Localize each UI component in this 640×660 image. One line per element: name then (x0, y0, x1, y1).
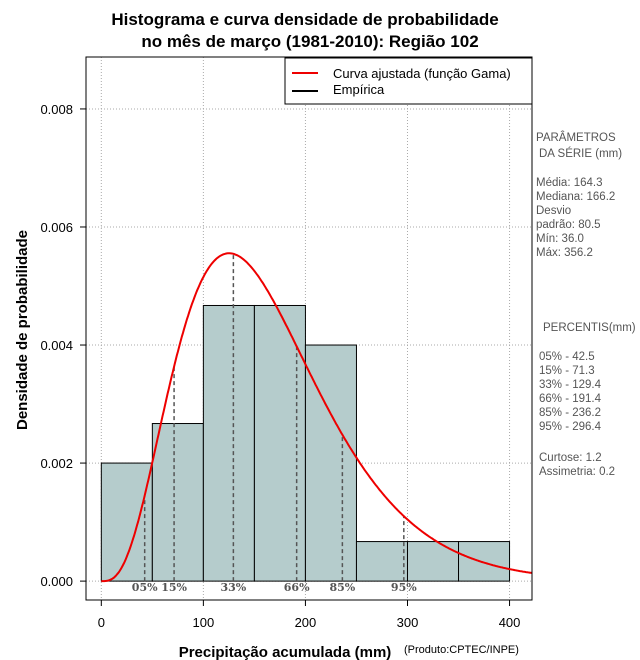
histogram-bar-5 (355, 541, 408, 582)
histogram-bar-1 (151, 423, 204, 582)
y-tick-label-0: 0.000 (40, 574, 73, 589)
param-max: Máx: 356.2 (536, 247, 593, 259)
histogram-bars (100, 304, 511, 582)
x-tick-label-2: 200 (295, 615, 317, 630)
param-mediana: Mediana: 166.2 (536, 191, 615, 203)
percentile-lines (143, 253, 405, 582)
histogram-bar-4 (304, 344, 357, 582)
param-min: Mín: 36.0 (536, 233, 584, 245)
percentile-label-05%: 05% (132, 581, 158, 594)
percentiles-panel: PERCENTIS(mm) 05% - 42.5 15% - 71.3 33% … (539, 322, 636, 478)
y-tick-label-4: 0.008 (40, 102, 73, 117)
chart-title-line1: Histograma e curva densidade de probabil… (111, 10, 498, 29)
x-tick-label-1: 100 (193, 615, 215, 630)
x-tick-label-4: 400 (499, 615, 521, 630)
series-parameters-panel: PARÂMETROS DA SÉRIE (mm) Média: 164.3 Me… (536, 131, 622, 259)
percentil-15: 15% - 71.3 (539, 365, 595, 377)
chart-title-line2: no mês de março (1981-2010): Região 102 (141, 32, 478, 51)
params-title-line1: PARÂMETROS (536, 131, 616, 144)
percentile-label-33%: 33% (220, 581, 246, 594)
y-tick-label-3: 0.006 (40, 220, 73, 235)
histogram-bar-6 (406, 541, 460, 582)
percentile-label-15%: 15% (161, 581, 187, 594)
histogram-bar-2 (202, 304, 255, 582)
params-title-line2: DA SÉRIE (mm) (539, 147, 622, 160)
stat-curtose: Curtose: 1.2 (539, 452, 602, 464)
product-note: (Produto:CPTEC/INPE) (404, 644, 519, 656)
x-tick-label-3: 300 (397, 615, 419, 630)
gamma-curve (101, 252, 533, 583)
stat-assimetria: Assimetria: 0.2 (539, 466, 615, 478)
percentil-33: 33% - 129.4 (539, 379, 602, 391)
legend-label-curve: Curva ajustada (função Gama) (333, 66, 511, 81)
y-tick-label-2: 0.004 (40, 338, 73, 353)
percentile-label-85%: 85% (329, 581, 355, 594)
percentile-labels: 05% 15% 33% 66% 85% 95% (132, 581, 417, 594)
param-media: Média: 164.3 (536, 177, 603, 189)
percentil-95: 95% - 296.4 (539, 421, 602, 433)
percentil-05: 05% - 42.5 (539, 351, 595, 363)
histogram-bar-0 (100, 462, 153, 582)
x-axis-label: Precipitação acumulada (mm) (179, 644, 392, 660)
plot-frame (85, 56, 533, 601)
legend: Curva ajustada (função Gama) Empírica (284, 57, 533, 105)
legend-label-empirical: Empírica (333, 82, 385, 97)
percentile-label-66%: 66% (284, 581, 310, 594)
y-axis-ticks: 0.000 0.002 0.004 0.006 0.008 (40, 102, 86, 589)
x-axis-ticks: 0 100 200 300 400 (98, 600, 521, 630)
percentile-label-95%: 95% (391, 581, 417, 594)
param-padrao: padrão: 80.5 (536, 219, 601, 231)
percentil-66: 66% - 191.4 (539, 393, 602, 405)
y-axis-label: Densidade de probabilidade (14, 230, 31, 430)
percentis-title: PERCENTIS(mm) (543, 322, 636, 334)
legend-box (284, 57, 533, 105)
param-desvio: Desvio (536, 205, 571, 217)
y-tick-label-1: 0.002 (40, 456, 73, 471)
percentil-85: 85% - 236.2 (539, 407, 601, 419)
x-tick-label-0: 0 (98, 615, 105, 630)
histogram-bar-7 (458, 541, 511, 582)
